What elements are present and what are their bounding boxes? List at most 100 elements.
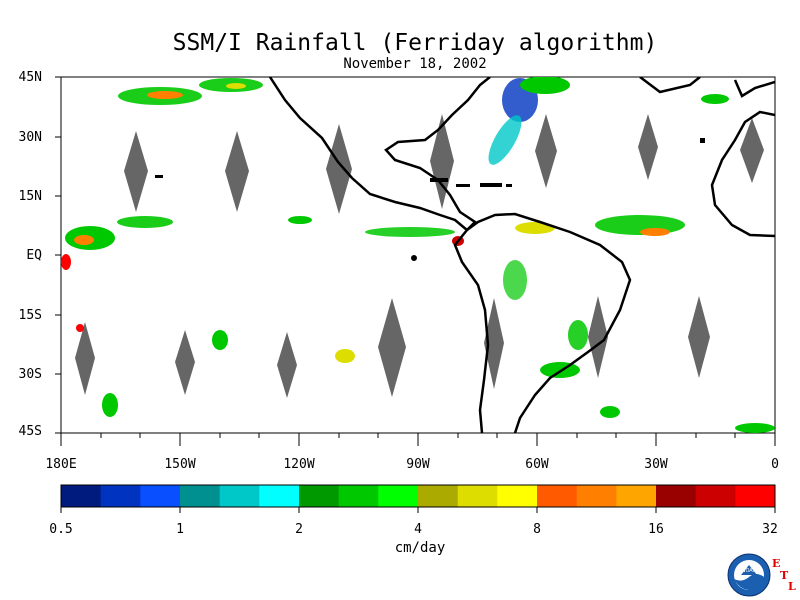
rain-patch [335, 349, 355, 363]
rain-patch [212, 330, 228, 350]
colorbar-label: 1 [176, 522, 184, 537]
swath-gap [378, 298, 406, 397]
colorbar-swatch [140, 485, 181, 507]
colorbar-label: 8 [533, 522, 541, 537]
swath-gap [688, 296, 710, 378]
map-title: SSM/I Rainfall (Ferriday algorithm) [172, 30, 658, 56]
swath-gap [638, 114, 658, 180]
lon-label-30w: 30W [644, 457, 668, 472]
noaa-logo: NOAA [727, 553, 771, 597]
swath-gap [326, 124, 352, 214]
swath-gap [277, 332, 297, 398]
coastlines [268, 77, 775, 433]
colorbar-swatch [695, 485, 736, 507]
rain-patch [600, 406, 620, 418]
lat-label-30s: 30S [18, 367, 42, 382]
rain-patch [74, 235, 94, 245]
map-date: November 18, 2002 [343, 56, 487, 72]
colorbar-swatch [537, 485, 578, 507]
island [411, 255, 417, 261]
lat-ticks [55, 76, 61, 434]
rain-patch [147, 91, 183, 99]
coastline-europe [733, 79, 775, 98]
rain-patch [520, 77, 570, 94]
lon-label-90w: 90W [406, 457, 430, 472]
colorbar-label: 16 [648, 522, 664, 537]
swath-gap [124, 131, 148, 212]
colorbar-unit: cm/day [394, 540, 446, 556]
swath-gap [75, 322, 95, 395]
colorbar [60, 485, 776, 513]
rain-patch [117, 216, 173, 228]
colorbar-swatch [418, 485, 459, 507]
swath-gaps [75, 114, 764, 398]
colorbar-swatch [576, 485, 617, 507]
coastline-south-america [453, 212, 632, 433]
island [506, 184, 512, 187]
colorbar-swatch [259, 485, 300, 507]
lon-label-150w: 150W [164, 457, 196, 472]
swath-gap [225, 131, 249, 212]
lon-ticks [60, 433, 776, 446]
rain-patch [226, 83, 246, 89]
colorbar-frame [60, 484, 776, 508]
colorbar-swatch [497, 485, 538, 507]
island [480, 183, 502, 187]
colorbar-swatch [616, 485, 657, 507]
island [430, 178, 448, 182]
coastline-greenland [639, 77, 701, 94]
colorbar-label: 2 [295, 522, 303, 537]
colorbar-swatch [656, 485, 697, 507]
swath-gap [535, 114, 557, 188]
map-frame [60, 76, 776, 434]
island [155, 175, 163, 178]
colorbar-label: 4 [414, 522, 422, 537]
rain-patch [515, 222, 555, 234]
etl-letter-l: L [788, 580, 796, 593]
colorbar-swatch [378, 485, 419, 507]
etl-letter-t: T [780, 569, 789, 582]
rain-patches [61, 77, 775, 433]
colorbar-swatch [338, 485, 379, 507]
rain-patch [540, 362, 580, 378]
lon-label-120w: 120W [283, 457, 315, 472]
lat-label-15s: 15S [18, 308, 42, 323]
rain-patch [568, 320, 588, 350]
swath-gap [175, 330, 195, 395]
coastline-africa [710, 110, 775, 238]
colorbar-swatch [219, 485, 260, 507]
colorbar-swatch [735, 485, 776, 507]
colorbar-swatch [180, 485, 221, 507]
swath-gap [430, 114, 454, 209]
colorbar-swatch [457, 485, 498, 507]
lat-label-45s: 45S [18, 424, 42, 439]
rain-patch [365, 227, 455, 237]
rain-patch [503, 260, 527, 300]
etl-letter-e: E [772, 557, 781, 570]
swath-gap [484, 298, 504, 389]
lon-label-0: 0 [771, 457, 779, 472]
colorbar-swatch [61, 485, 102, 507]
rain-patch [61, 254, 71, 270]
lat-label-45n: 45N [18, 70, 42, 85]
svg-text:NOAA: NOAA [742, 568, 757, 574]
island [456, 184, 470, 187]
islands [155, 138, 705, 261]
colorbar-swatch [299, 485, 340, 507]
rain-patch [102, 393, 118, 417]
coastline-north-america [268, 77, 491, 232]
lat-label-30n: 30N [18, 130, 42, 145]
colorbar-label: 0.5 [49, 522, 73, 537]
lat-label-15n: 15N [18, 189, 42, 204]
swath-gap [588, 296, 608, 378]
rain-patch [288, 216, 312, 224]
swath-gap [740, 118, 764, 183]
rain-patch [76, 324, 84, 332]
colorbar-swatch [100, 485, 141, 507]
lat-label-eq: EQ [26, 248, 42, 263]
island [700, 138, 705, 143]
lon-label-180e: 180E [45, 457, 77, 472]
rain-patch [735, 423, 775, 433]
colorbar-label: 32 [762, 522, 778, 537]
